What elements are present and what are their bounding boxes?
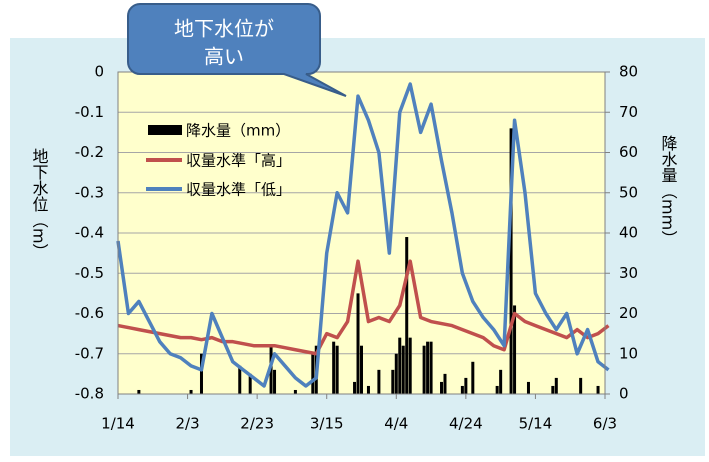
bar bbox=[429, 341, 433, 394]
bar bbox=[426, 341, 430, 394]
bar bbox=[398, 337, 402, 394]
bar bbox=[401, 345, 405, 394]
bar bbox=[311, 353, 315, 394]
bar bbox=[408, 337, 412, 394]
bar bbox=[238, 365, 242, 394]
bar bbox=[554, 377, 558, 394]
bar bbox=[471, 361, 475, 394]
bar bbox=[499, 369, 503, 394]
y-tick-label: -0.8 bbox=[75, 385, 104, 403]
y2-tick-label: 10 bbox=[619, 344, 638, 362]
y2-axis-label: 降水量（mm） bbox=[659, 135, 678, 246]
line bbox=[117, 259, 610, 356]
bar bbox=[189, 389, 193, 394]
bar bbox=[137, 389, 141, 394]
marks bbox=[116, 71, 610, 395]
y-tick-label: -0.2 bbox=[75, 143, 104, 161]
bar bbox=[460, 385, 464, 394]
x-tick-label: 5/14 bbox=[519, 415, 553, 433]
bar bbox=[391, 369, 395, 394]
bar bbox=[596, 385, 600, 394]
x-tick-label: 2/3 bbox=[176, 415, 200, 433]
y2-tick-label: 60 bbox=[619, 143, 638, 161]
y-tick-label: -0.6 bbox=[75, 304, 104, 322]
x-tick-label: 1/14 bbox=[101, 415, 135, 433]
bar bbox=[579, 377, 583, 394]
bar bbox=[335, 345, 339, 394]
x-tick-label: 3/15 bbox=[310, 415, 344, 433]
y-tick-label: -0.3 bbox=[75, 183, 104, 201]
callout: 地下水位が 高い bbox=[127, 3, 347, 97]
x-tick-label: 6/3 bbox=[593, 415, 617, 433]
legend-label: 収量水準「高」 bbox=[186, 152, 291, 170]
bar bbox=[509, 128, 513, 394]
bar bbox=[377, 369, 381, 394]
bar bbox=[366, 385, 370, 394]
y-axis-label: 地下水位（m） bbox=[30, 148, 49, 260]
y-tick-label: -0.5 bbox=[75, 264, 104, 282]
annotation: 高い bbox=[204, 45, 244, 69]
x-tick-label: 4/4 bbox=[384, 415, 408, 433]
legend-label: 降水量（mm） bbox=[186, 122, 290, 140]
y-tick-label: 0 bbox=[94, 63, 104, 81]
bar bbox=[443, 373, 447, 394]
bar bbox=[199, 353, 203, 394]
y-tick-label: -0.4 bbox=[75, 224, 104, 242]
bar bbox=[513, 305, 517, 394]
y2-tick-label: 20 bbox=[619, 304, 638, 322]
bar bbox=[353, 381, 357, 394]
callout-box bbox=[127, 3, 347, 97]
annotation: 地下水位が bbox=[174, 17, 274, 41]
bar bbox=[360, 345, 363, 394]
y2-tick-label: 30 bbox=[619, 264, 638, 282]
bar bbox=[440, 381, 444, 394]
legend-label: 収量水準「低」 bbox=[186, 181, 291, 199]
bar bbox=[394, 353, 398, 394]
y2-tick-label: 0 bbox=[619, 385, 629, 403]
y2-tick-label: 50 bbox=[619, 183, 638, 201]
bar bbox=[551, 385, 555, 394]
bar bbox=[293, 389, 297, 394]
bar bbox=[332, 341, 336, 394]
bar bbox=[405, 237, 409, 394]
bar bbox=[273, 369, 277, 394]
bar bbox=[495, 385, 499, 394]
bar bbox=[526, 381, 530, 394]
bar bbox=[464, 377, 468, 394]
y-tick-label: -0.7 bbox=[75, 344, 104, 362]
y2-tick-label: 40 bbox=[619, 224, 638, 242]
bar bbox=[422, 345, 426, 394]
bar bbox=[248, 373, 252, 394]
bar bbox=[356, 293, 360, 394]
line bbox=[116, 82, 610, 388]
y-tick-label: -0.1 bbox=[75, 103, 104, 121]
x-tick-label: 4/24 bbox=[449, 415, 483, 433]
y2-tick-label: 80 bbox=[619, 63, 638, 81]
legend-swatch bbox=[148, 125, 182, 135]
x-tick-label: 2/23 bbox=[240, 415, 274, 433]
legend: 降水量（mm） 収量水準「高」 収量水準「低」 bbox=[146, 122, 291, 199]
y2-tick-label: 70 bbox=[619, 103, 638, 121]
